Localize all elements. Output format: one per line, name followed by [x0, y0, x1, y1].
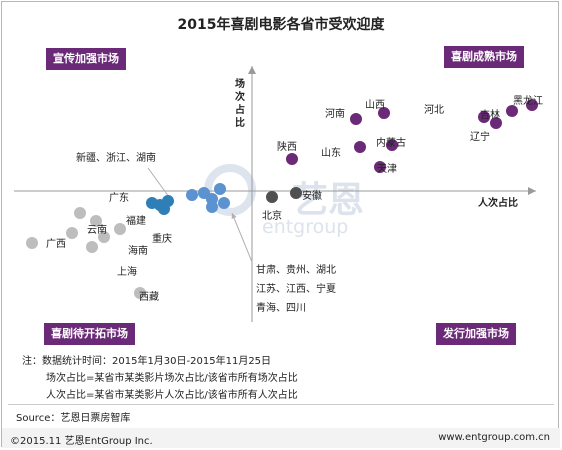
data-point: [386, 139, 398, 151]
data-point: [90, 215, 102, 227]
data-point: [214, 183, 226, 195]
point-label: 北京: [262, 209, 282, 222]
group-label: 甘肃、贵州、湖北: [256, 263, 336, 276]
watermark-text-bottom: entgroup: [262, 216, 348, 238]
group-label: 江苏、江西、宁夏: [256, 282, 336, 295]
data-point: [74, 207, 86, 219]
point-label: 广西: [46, 238, 66, 250]
point-label: 内蒙古: [376, 136, 406, 149]
footer-copyright: ©2015.11 艺恩EntGroup Inc.: [10, 436, 153, 447]
point-label: 河北: [424, 104, 444, 116]
data-point: [146, 197, 158, 209]
quadrant-label-top-right: 喜剧成熟市场: [444, 46, 524, 68]
group-label: 新疆、浙江、湖南: [76, 151, 156, 164]
point-label: 西藏: [139, 291, 159, 303]
x-axis-arrow-icon: [528, 187, 536, 195]
point-label: 吉林: [480, 108, 500, 121]
data-points: [26, 99, 538, 299]
point-label: 陕西: [277, 140, 297, 153]
point-label: 山东: [321, 146, 341, 159]
data-point: [26, 237, 38, 249]
point-label: 黑龙江: [513, 94, 543, 107]
data-point: [354, 141, 366, 153]
watermark: 艺恩 entgroup: [204, 164, 364, 238]
data-point: [158, 203, 170, 215]
data-point: [266, 191, 278, 203]
data-point: [378, 107, 390, 119]
data-point: [86, 241, 98, 253]
source-text: Source：艺恩日票房智库: [16, 413, 131, 424]
point-label: 天津: [377, 163, 397, 175]
note-line-2: 场次占比=某省市某类影片场次占比/该省市所有场次占比: [46, 373, 298, 384]
group-label: 青海、四川: [256, 301, 306, 314]
point-label: 安徽: [302, 189, 322, 202]
footer-website: www.entgroup.com.cn: [438, 432, 550, 443]
data-point: [526, 99, 538, 111]
data-point: [478, 111, 490, 123]
pointer-arrow-icon: [231, 213, 237, 219]
pointer-line: [231, 212, 253, 263]
point-label: 重庆: [152, 232, 172, 245]
point-label: 广东: [109, 191, 129, 204]
data-point: [206, 201, 218, 213]
source-separator: [8, 404, 554, 405]
data-point: [506, 105, 518, 117]
quadrant-label-top-left: 宣传加强市场: [46, 48, 126, 70]
note-line-3: 人次占比=某省市某类影片人次占比/该省市所有人次占比: [46, 390, 298, 401]
data-point: [290, 187, 302, 199]
quadrant-label-bottom-right: 发行加强市场: [436, 323, 516, 345]
y-axis-label: 场次占比: [233, 77, 245, 130]
data-point: [186, 189, 198, 201]
data-point: [286, 153, 298, 165]
point-label: 山西: [365, 99, 385, 111]
chart-title: 2015年喜剧电影各省市受欢迎度: [177, 17, 385, 33]
point-label: 河南: [325, 107, 345, 120]
data-point: [374, 161, 386, 173]
point-label: 辽宁: [470, 130, 490, 143]
data-point: [98, 231, 110, 243]
data-point: [218, 197, 230, 209]
point-label: 海南: [128, 244, 148, 257]
data-point: [134, 287, 146, 299]
note-line-1: 注：数据统计时间：2015年1月30日-2015年11月25日: [22, 356, 272, 367]
point-label: 福建: [126, 214, 146, 227]
y-axis-arrow-icon: [248, 66, 256, 74]
data-point: [66, 227, 78, 239]
quadrant-label-bottom-left: 喜剧待开拓市场: [44, 323, 135, 345]
x-axis-label: 人次占比: [478, 196, 518, 209]
watermark-text-top: 艺恩: [292, 180, 364, 221]
data-point: [350, 113, 362, 125]
data-point: [490, 117, 502, 129]
point-label: 上海: [117, 265, 137, 278]
point-label: 云南: [87, 223, 107, 236]
footer-bar: [2, 428, 560, 448]
axes: 人次占比 场次占比: [14, 66, 536, 322]
data-point: [114, 223, 126, 235]
